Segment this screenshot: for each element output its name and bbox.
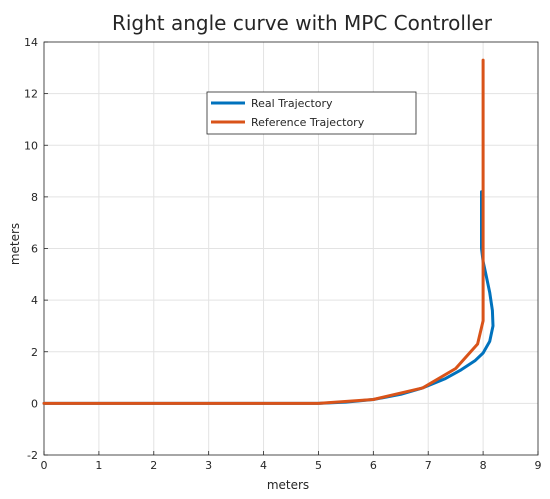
y-tick-label: 12 [24, 88, 38, 101]
x-tick-label: 2 [150, 459, 157, 472]
series-lines [42, 58, 495, 405]
legend-label-reference: Reference Trajectory [251, 116, 365, 129]
x-tick-label: 8 [480, 459, 487, 472]
x-tick-label: 6 [370, 459, 377, 472]
series-line-reference-trajectory [42, 58, 485, 405]
x-tick-label: 7 [425, 459, 432, 472]
x-tick-label: 9 [535, 459, 542, 472]
x-ticks: 0 1 2 3 4 5 6 7 8 9 [41, 451, 542, 472]
legend-box [206, 91, 417, 135]
y-axis-label: meters [8, 223, 22, 265]
x-axis-label: meters [267, 478, 309, 492]
x-tick-label: 3 [205, 459, 212, 472]
y-ticks: -2 0 2 4 6 8 10 12 14 [24, 36, 48, 462]
chart-title: Right angle curve with MPC Controller [112, 11, 493, 35]
y-tick-label: 14 [24, 36, 38, 49]
x-tick-label: 1 [95, 459, 102, 472]
y-tick-label: 6 [31, 243, 38, 256]
x-tick-label: 0 [41, 459, 48, 472]
y-tick-label: 2 [31, 346, 38, 359]
legend: Real Trajectory Reference Trajectory [206, 91, 417, 135]
x-tick-label: 4 [260, 459, 267, 472]
y-tick-label: 4 [31, 294, 38, 307]
y-tick-label: -2 [27, 449, 38, 462]
y-tick-label: 0 [31, 397, 38, 410]
legend-label-real: Real Trajectory [251, 97, 333, 110]
y-tick-label: 10 [24, 139, 38, 152]
y-tick-label: 8 [31, 191, 38, 204]
x-tick-label: 5 [315, 459, 322, 472]
